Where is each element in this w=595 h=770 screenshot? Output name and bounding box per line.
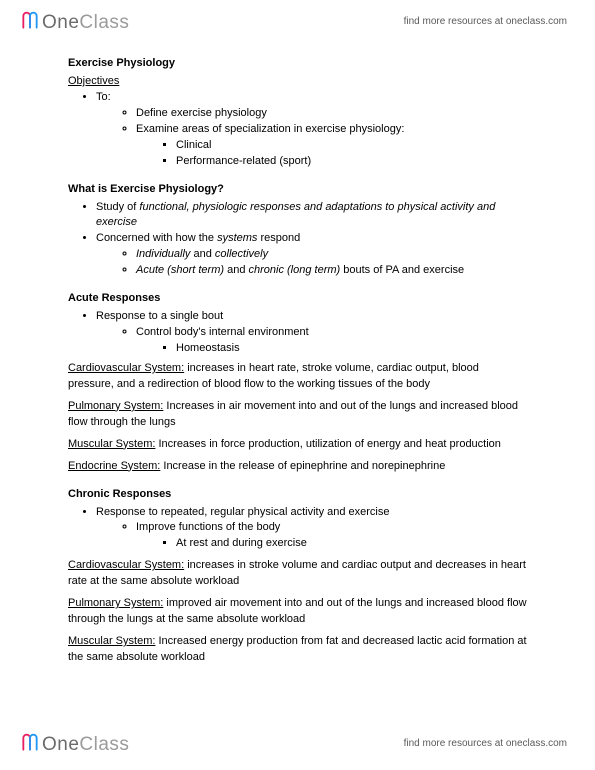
list-item: Performance-related (sport) [176, 154, 527, 170]
chronic-heading: Chronic Responses [68, 487, 527, 503]
text: Examine areas of specialization in exerc… [136, 123, 404, 135]
text: Control body's internal environment [136, 326, 309, 338]
text: Improve functions of the body [136, 521, 280, 533]
page-header: OneClass find more resources at oneclass… [0, 0, 595, 40]
text: Homeostasis [176, 342, 240, 354]
objectives-heading: Objectives [68, 74, 527, 90]
logo-icon [20, 733, 40, 753]
text: To: [96, 91, 111, 103]
brand-logo: OneClass [20, 730, 129, 756]
text: Individually [136, 248, 190, 260]
text: and [190, 248, 214, 260]
cv-chronic: Cardiovascular System: increases in stro… [68, 558, 527, 590]
objectives-list: To: Define exercise physiology Examine a… [68, 90, 527, 170]
text: functional, physiologic responses and ad… [96, 201, 495, 229]
logo-text-class: Class [79, 12, 129, 34]
endo-acute: Endocrine System: Increase in the releas… [68, 459, 527, 475]
system-label: Pulmonary System: [68, 400, 163, 412]
text: Performance-related (sport) [176, 155, 311, 167]
list-item: Clinical [176, 138, 527, 154]
list-item: Individually and collectively [136, 247, 527, 263]
pulm-acute: Pulmonary System: Increases in air movem… [68, 399, 527, 431]
what-heading: What is Exercise Physiology? [68, 182, 527, 198]
musc-chronic: Muscular System: Increased energy produc… [68, 634, 527, 666]
text: collectively [215, 248, 268, 260]
text: At rest and during exercise [176, 537, 307, 549]
list-item: Control body's internal environment Home… [136, 325, 527, 357]
logo-icon [20, 11, 40, 31]
list-item: Examine areas of specialization in exerc… [136, 122, 527, 170]
list-item: To: Define exercise physiology Examine a… [96, 90, 527, 170]
list-item: Define exercise physiology [136, 106, 527, 122]
text: Acute (short term) [136, 264, 224, 276]
text: Increases in force production, utilizati… [155, 438, 501, 450]
text: Study of [96, 201, 139, 213]
text: Concerned with how the [96, 232, 217, 244]
pulm-chronic: Pulmonary System: improved air movement … [68, 596, 527, 628]
what-list: Study of functional, physiologic respons… [68, 200, 527, 280]
system-label: Muscular System: [68, 438, 155, 450]
text: Response to a single bout [96, 310, 223, 322]
list-item: Acute (short term) and chronic (long ter… [136, 263, 527, 279]
page-footer: OneClass find more resources at oneclass… [0, 722, 595, 762]
doc-title: Exercise Physiology [68, 56, 527, 72]
footer-tagline[interactable]: find more resources at oneclass.com [404, 738, 567, 749]
text: Define exercise physiology [136, 107, 267, 119]
logo-text-class: Class [79, 734, 129, 756]
musc-acute: Muscular System: Increases in force prod… [68, 437, 527, 453]
brand-logo: OneClass [20, 8, 129, 34]
cv-acute: Cardiovascular System: increases in hear… [68, 361, 527, 393]
text: chronic (long term) [249, 264, 341, 276]
system-label: Pulmonary System: [68, 597, 163, 609]
text: and [224, 264, 248, 276]
list-item: Concerned with how the systems respond I… [96, 231, 527, 279]
system-label: Muscular System: [68, 635, 155, 647]
document-body: Exercise Physiology Objectives To: Defin… [0, 40, 595, 666]
list-item: Improve functions of the body At rest an… [136, 520, 527, 552]
header-tagline[interactable]: find more resources at oneclass.com [404, 16, 567, 27]
text: respond [257, 232, 300, 244]
list-item: At rest and during exercise [176, 536, 527, 552]
list-item: Response to a single bout Control body's… [96, 309, 527, 357]
list-item: Response to repeated, regular physical a… [96, 505, 527, 553]
text: Clinical [176, 139, 211, 151]
system-label: Endocrine System: [68, 460, 160, 472]
list-item: Homeostasis [176, 341, 527, 357]
chronic-list: Response to repeated, regular physical a… [68, 505, 527, 553]
text: Increase in the release of epinephrine a… [160, 460, 445, 472]
text: Response to repeated, regular physical a… [96, 506, 390, 518]
acute-heading: Acute Responses [68, 291, 527, 307]
acute-list: Response to a single bout Control body's… [68, 309, 527, 357]
text: bouts of PA and exercise [340, 264, 464, 276]
text: systems [217, 232, 257, 244]
system-label: Cardiovascular System: [68, 362, 184, 374]
logo-text-one: One [42, 734, 79, 756]
list-item: Study of functional, physiologic respons… [96, 200, 527, 232]
system-label: Cardiovascular System: [68, 559, 184, 571]
logo-text-one: One [42, 12, 79, 34]
